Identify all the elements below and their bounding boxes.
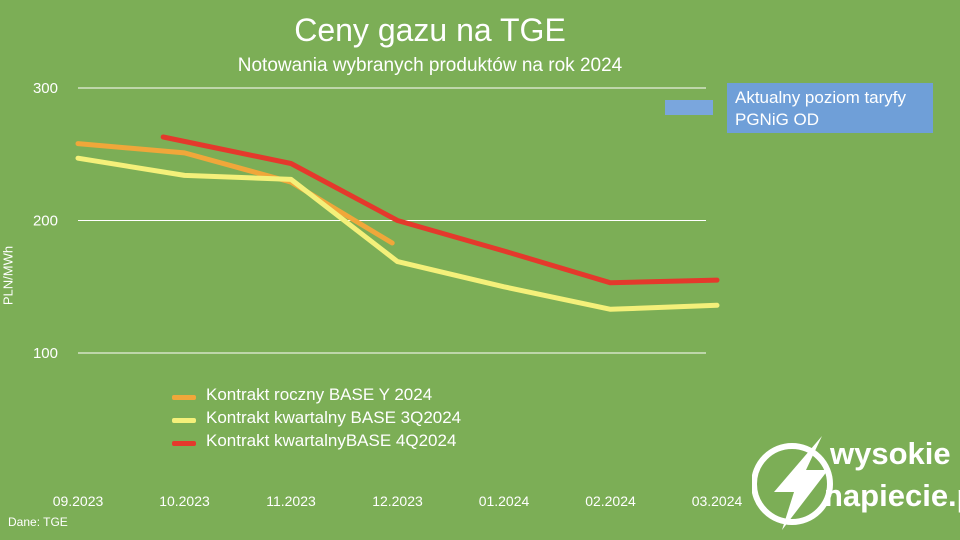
logo-text-top: wysokie bbox=[830, 436, 951, 471]
legend-label-3q2024: Kontrakt kwartalny BASE 3Q2024 bbox=[206, 408, 462, 427]
x-tick-label: 11.2023 bbox=[266, 493, 316, 509]
legend-swatch-3q2024 bbox=[172, 418, 196, 423]
series-line-1 bbox=[75, 155, 720, 312]
x-tick-label: 12.2023 bbox=[372, 493, 423, 509]
legend-label-y2024: Kontrakt roczny BASE Y 2024 bbox=[206, 385, 433, 404]
legend-swatch-4q2024 bbox=[172, 441, 196, 446]
gridlines bbox=[78, 87, 706, 354]
x-tick-label: 02.2024 bbox=[585, 493, 636, 509]
y-tick-labels: 100 200 300 bbox=[33, 80, 58, 362]
chart-title: Ceny gazu na TGE bbox=[294, 12, 566, 48]
series-line-2 bbox=[160, 134, 720, 286]
wysokie-napiecie-logo: wysokie napiecie.pl bbox=[752, 432, 960, 532]
x-tick-labels: 09.2023 10.2023 11.2023 12.2023 01.2024 02.20… bbox=[53, 493, 743, 509]
legend-label-4q2024: Kontrakt kwartalnyBASE 4Q2024 bbox=[206, 431, 457, 450]
y-tick-label: 200 bbox=[33, 213, 58, 230]
chart-subtitle: Notowania wybranych produktów na rok 202… bbox=[237, 55, 623, 76]
y-tick-label: 300 bbox=[33, 80, 58, 97]
x-tick-label: 03.2024 bbox=[692, 493, 743, 509]
series-line-0 bbox=[75, 141, 395, 246]
tariff-annotation-line1: Aktualny poziom taryfy bbox=[735, 88, 907, 107]
series-lines bbox=[75, 134, 720, 312]
x-tick-label: 10.2023 bbox=[159, 493, 210, 509]
tariff-level-swatch bbox=[665, 100, 713, 115]
legend-swatch-y2024 bbox=[172, 395, 196, 400]
tariff-annotation: Aktualny poziom taryfy PGNiG OD bbox=[727, 83, 933, 133]
x-tick-label: 01.2024 bbox=[479, 493, 530, 509]
y-axis-label: PLN/MWh bbox=[0, 245, 16, 306]
tariff-annotation-line2: PGNiG OD bbox=[735, 110, 820, 129]
logo-text-bottom: napiecie.pl bbox=[824, 478, 960, 513]
y-tick-label: 100 bbox=[33, 345, 58, 362]
data-source: Dane: TGE bbox=[8, 515, 68, 529]
lightning-icon bbox=[752, 436, 833, 530]
x-tick-label: 09.2023 bbox=[53, 493, 104, 509]
